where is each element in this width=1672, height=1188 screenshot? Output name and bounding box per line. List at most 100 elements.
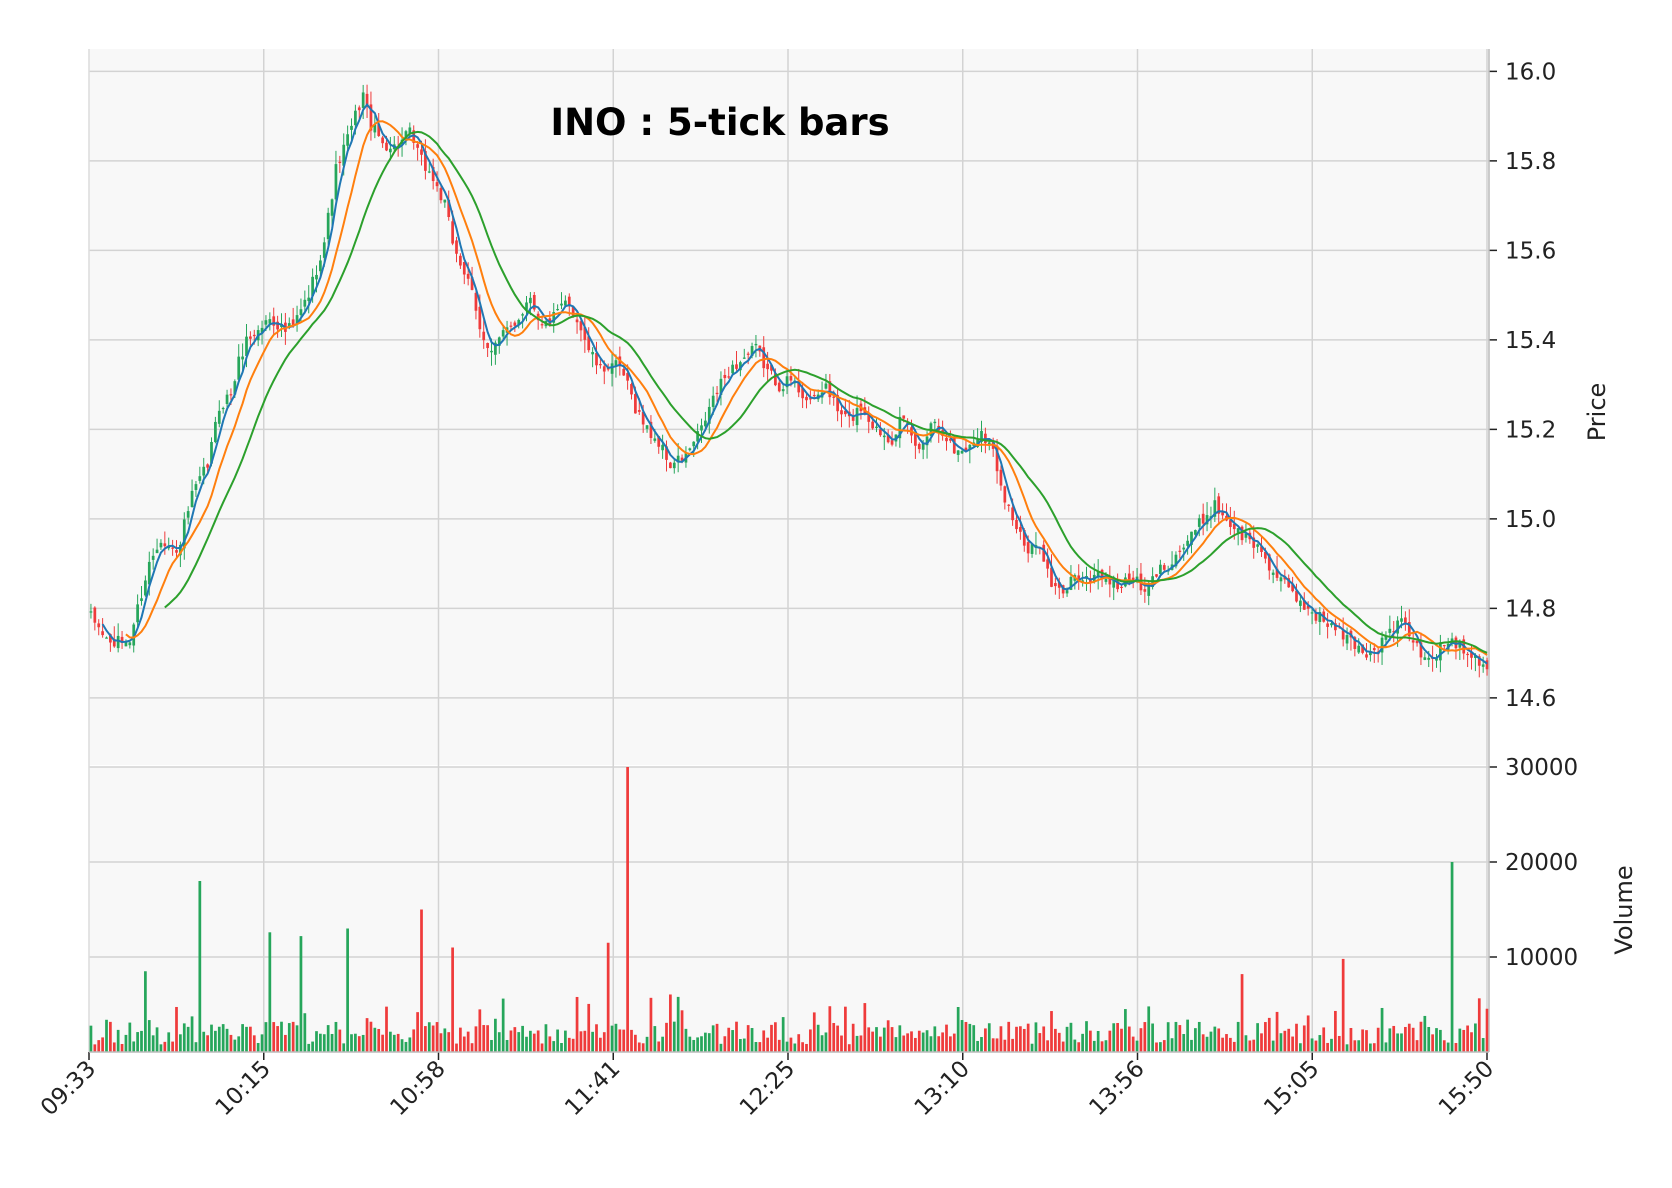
candle-body — [373, 124, 377, 133]
candle-body — [354, 110, 357, 126]
candle-body — [1302, 600, 1306, 610]
candle-body — [369, 104, 373, 131]
volume-bar — [746, 1025, 750, 1052]
volume-bar — [455, 1043, 458, 1052]
volume-bar — [268, 932, 272, 1052]
candle-body — [645, 425, 649, 429]
candle-body — [486, 343, 489, 349]
candle-body — [1096, 571, 1100, 578]
volume-bar — [1046, 1040, 1049, 1052]
volume-bar — [171, 1041, 174, 1052]
volume-bar — [770, 1024, 773, 1052]
moving-average-lines — [101, 102, 1488, 665]
volume-bar — [140, 1030, 143, 1052]
volume-bar — [910, 1031, 913, 1052]
candle-body — [1112, 577, 1116, 588]
candle-body — [322, 242, 326, 258]
candle-body — [614, 360, 618, 366]
volume-bar — [101, 1037, 104, 1052]
volume-bar — [116, 1029, 120, 1052]
candle-body — [692, 441, 696, 447]
volume-bar — [824, 1032, 828, 1052]
moving-average-line — [164, 130, 1488, 654]
candle-body — [1089, 578, 1092, 584]
volume-bar — [249, 1026, 252, 1052]
volume-bar — [1073, 1039, 1077, 1052]
volume-bar — [610, 1025, 614, 1052]
volume-bar — [1143, 1022, 1147, 1052]
candle-body — [952, 438, 956, 454]
candle-body — [252, 334, 256, 337]
candle-body — [1299, 600, 1302, 606]
volume-bar — [987, 1023, 991, 1052]
volume-bar — [1400, 1033, 1403, 1052]
volume-bars — [89, 767, 1489, 1052]
candle-body — [634, 394, 637, 414]
volume-bar — [284, 1034, 287, 1052]
candle-body — [1439, 642, 1442, 661]
volume-bar — [1182, 1034, 1186, 1052]
volume-bar — [147, 1020, 151, 1052]
candle-body — [97, 623, 101, 628]
candle-body — [163, 543, 167, 547]
candle-body — [1213, 500, 1217, 517]
volume-bar — [1477, 998, 1481, 1052]
candle-body — [711, 395, 715, 407]
volume-bar — [1209, 1031, 1213, 1052]
candle-body — [739, 362, 742, 371]
candle-body — [556, 308, 559, 311]
candle-body — [89, 611, 93, 613]
volume-bar — [435, 1022, 439, 1052]
volume-bar — [459, 1027, 462, 1052]
volume-bar — [175, 1006, 178, 1052]
volume-tick-label: 30000 — [1505, 755, 1578, 781]
candle-body — [299, 309, 303, 315]
volume-bar — [396, 1033, 400, 1052]
volume-bar — [700, 1036, 703, 1052]
volume-bar — [758, 1042, 762, 1052]
volume-bar — [579, 1031, 583, 1052]
volume-bar — [805, 1043, 808, 1052]
volume-bar — [1166, 1022, 1170, 1052]
time-tick-label: 15:50 — [1434, 1056, 1499, 1121]
volume-bar — [369, 1021, 373, 1052]
volume-bar — [1197, 1021, 1201, 1052]
volume-bar — [797, 1034, 801, 1052]
candle-body — [381, 137, 384, 144]
time-tick-label: 09:33 — [36, 1056, 101, 1121]
candle-body — [1019, 527, 1022, 532]
candle-body — [567, 296, 571, 307]
candle-body — [210, 441, 213, 464]
volume-bar — [832, 1023, 836, 1052]
candle-body — [1081, 580, 1084, 582]
volume-bar — [914, 1037, 917, 1052]
volume-bar — [420, 909, 423, 1052]
candle-body — [1174, 554, 1178, 567]
volume-bar — [217, 1026, 221, 1052]
volume-bar — [525, 1036, 528, 1052]
candle-body — [610, 363, 614, 374]
volume-bar — [1139, 1028, 1143, 1052]
volume-bar — [544, 1024, 548, 1052]
volume-bar — [1003, 1039, 1007, 1052]
volume-bar — [855, 1035, 859, 1052]
candle-body — [1054, 583, 1057, 587]
volume-bar — [1030, 1043, 1034, 1052]
candle-body — [116, 635, 120, 649]
volume-bar — [750, 1028, 754, 1052]
candle-body — [1030, 544, 1034, 554]
volume-bar — [665, 1022, 668, 1052]
candle-body — [1205, 515, 1209, 525]
candle-body — [766, 363, 769, 370]
volume-bar — [1361, 1029, 1364, 1052]
candle-body — [109, 634, 112, 643]
candle-body — [875, 426, 878, 428]
candle-body — [179, 544, 182, 556]
volume-bar — [1334, 1010, 1337, 1052]
candle-body — [132, 624, 136, 646]
volume-bar — [1092, 1040, 1096, 1052]
volume-bar — [424, 1026, 427, 1052]
volume-bar — [1454, 1042, 1458, 1052]
candle-body — [124, 641, 128, 647]
volume-bar — [443, 1028, 447, 1052]
